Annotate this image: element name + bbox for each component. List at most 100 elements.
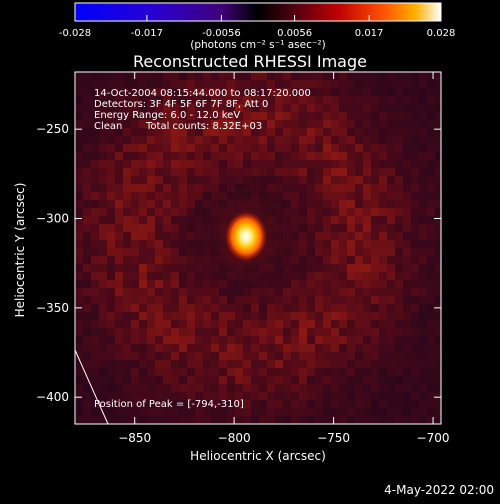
heatmap-cell bbox=[371, 264, 379, 272]
heatmap-cell bbox=[171, 128, 179, 136]
heatmap-cell bbox=[347, 176, 355, 184]
heatmap-cell bbox=[315, 112, 323, 120]
heatmap-cell bbox=[75, 368, 83, 376]
heatmap-cell bbox=[283, 104, 291, 112]
heatmap-cell bbox=[267, 368, 275, 376]
heatmap-cell bbox=[419, 72, 427, 80]
heatmap-cell bbox=[379, 272, 387, 280]
heatmap-cell bbox=[355, 376, 363, 384]
heatmap-cell bbox=[339, 168, 347, 176]
heatmap-cell bbox=[299, 80, 307, 88]
heatmap-cell bbox=[403, 128, 411, 136]
heatmap-cell bbox=[419, 408, 427, 416]
heatmap-cell bbox=[155, 160, 163, 168]
heatmap-cell bbox=[419, 184, 427, 192]
heatmap-cell bbox=[323, 360, 331, 368]
heatmap-cell bbox=[379, 376, 387, 384]
heatmap-cell bbox=[379, 232, 387, 240]
heatmap-cell bbox=[315, 72, 323, 80]
heatmap-cell bbox=[147, 208, 155, 216]
heatmap-cell bbox=[363, 144, 371, 152]
heatmap-cell bbox=[323, 352, 331, 360]
heatmap-cell bbox=[203, 328, 211, 336]
heatmap-cell bbox=[291, 336, 299, 344]
heatmap-cell bbox=[139, 112, 147, 120]
heatmap-cell bbox=[259, 376, 267, 384]
heatmap-cell bbox=[139, 216, 147, 224]
heatmap-cell bbox=[379, 400, 387, 408]
heatmap-cell bbox=[75, 376, 83, 384]
heatmap-cell bbox=[307, 200, 315, 208]
heatmap-cell bbox=[203, 80, 211, 88]
heatmap-cell bbox=[283, 376, 291, 384]
heatmap-cell bbox=[371, 96, 379, 104]
heatmap-cell bbox=[171, 88, 179, 96]
heatmap-cell bbox=[203, 144, 211, 152]
heatmap-cell bbox=[131, 160, 139, 168]
heatmap-cell bbox=[219, 360, 227, 368]
info-annotations: 14-Oct-2004 08:15:44.000 to 08:17:20.000… bbox=[94, 88, 311, 410]
heatmap-cell bbox=[115, 408, 123, 416]
heatmap-cell bbox=[403, 296, 411, 304]
heatmap-cell bbox=[323, 248, 331, 256]
heatmap-cell bbox=[419, 344, 427, 352]
heatmap-cell bbox=[307, 168, 315, 176]
heatmap-cell bbox=[91, 232, 99, 240]
heatmap-cell bbox=[307, 112, 315, 120]
heatmap-cell bbox=[163, 152, 171, 160]
heatmap-cell bbox=[187, 160, 195, 168]
heatmap-cell bbox=[315, 392, 323, 400]
heatmap-cell bbox=[299, 312, 307, 320]
heatmap-cell bbox=[363, 168, 371, 176]
heatmap-cell bbox=[83, 112, 91, 120]
heatmap-cell bbox=[211, 312, 219, 320]
heatmap-cell bbox=[107, 144, 115, 152]
heatmap-cell bbox=[435, 88, 441, 96]
heatmap-cell bbox=[163, 256, 171, 264]
heatmap-cell bbox=[371, 248, 379, 256]
heatmap-cell bbox=[307, 128, 315, 136]
heatmap-cell bbox=[411, 264, 419, 272]
heatmap-cell bbox=[435, 248, 441, 256]
heatmap-cell bbox=[387, 144, 395, 152]
heatmap-cell bbox=[227, 144, 235, 152]
heatmap-cell bbox=[83, 336, 91, 344]
heatmap-cell bbox=[211, 120, 219, 128]
heatmap-cell bbox=[339, 144, 347, 152]
heatmap-cell bbox=[427, 176, 435, 184]
heatmap-cell bbox=[179, 72, 187, 80]
heatmap-cell bbox=[307, 360, 315, 368]
heatmap-cell bbox=[171, 72, 179, 80]
heatmap-cell bbox=[379, 216, 387, 224]
time-range-text: 14-Oct-2004 08:15:44.000 to 08:17:20.000 bbox=[94, 88, 311, 99]
heatmap-cell bbox=[291, 296, 299, 304]
heatmap-cell bbox=[187, 88, 195, 96]
heatmap-cell bbox=[83, 248, 91, 256]
heatmap-cell bbox=[419, 120, 427, 128]
heatmap-cell bbox=[123, 168, 131, 176]
heatmap-cell bbox=[419, 320, 427, 328]
heatmap-cell bbox=[275, 376, 283, 384]
heatmap-cell bbox=[291, 352, 299, 360]
heatmap-cell bbox=[91, 256, 99, 264]
heatmap-cell bbox=[107, 216, 115, 224]
heatmap-cell bbox=[75, 168, 83, 176]
heatmap-cell bbox=[163, 320, 171, 328]
heatmap-cell bbox=[163, 120, 171, 128]
heatmap-cell bbox=[115, 136, 123, 144]
heatmap-cell bbox=[355, 272, 363, 280]
heatmap-cell bbox=[411, 80, 419, 88]
heatmap-cell bbox=[435, 368, 441, 376]
heatmap-cell bbox=[427, 112, 435, 120]
heatmap-cell bbox=[83, 280, 91, 288]
heatmap-cell bbox=[331, 224, 339, 232]
heatmap-cell bbox=[123, 88, 131, 96]
heatmap-cell bbox=[99, 72, 107, 80]
heatmap-cell bbox=[315, 248, 323, 256]
heatmap-cell bbox=[155, 240, 163, 248]
heatmap-cell bbox=[387, 192, 395, 200]
heatmap-cell bbox=[195, 72, 203, 80]
heatmap-cell bbox=[75, 384, 83, 392]
heatmap-cell bbox=[395, 336, 403, 344]
heatmap-cell bbox=[75, 160, 83, 168]
